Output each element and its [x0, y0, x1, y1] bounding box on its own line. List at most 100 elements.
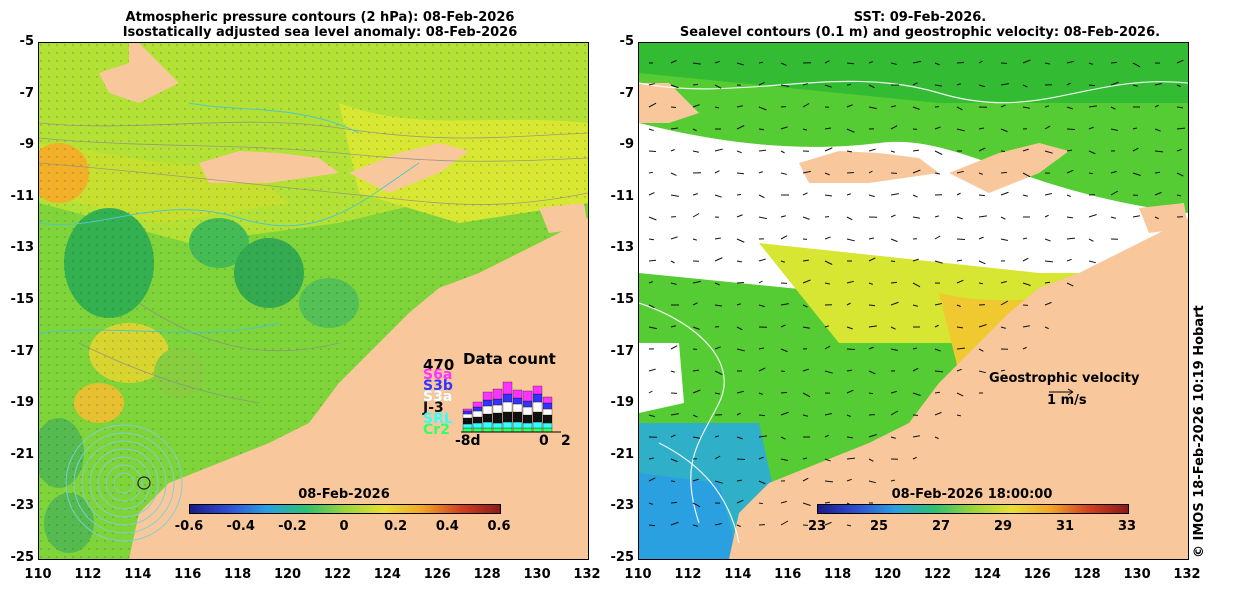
satellite-label: SRL [423, 411, 453, 427]
velocity-arrow [802, 103, 810, 108]
lon-label: 120 [873, 567, 902, 582]
velocity-arrow [1154, 216, 1159, 220]
velocity-arrow [890, 105, 896, 108]
velocity-arrow [692, 83, 699, 86]
colorbar-tick-label: 0.4 [435, 519, 459, 534]
velocity-arrow [890, 326, 896, 330]
lon-label: 118 [224, 567, 252, 582]
velocity-arrow [912, 258, 919, 262]
velocity-arrow [868, 170, 873, 174]
velocity-arrow [890, 193, 899, 196]
data-count-bar-segment [522, 414, 533, 424]
velocity-arrow [780, 303, 789, 306]
velocity-arrow [1154, 191, 1162, 196]
velocity-arrow-icon [1049, 388, 1074, 396]
lon-label: 114 [124, 567, 152, 582]
lat-label: -5 [19, 34, 34, 49]
velocity-arrow [1088, 62, 1093, 65]
velocity-arrow [1088, 260, 1096, 264]
velocity-arrow [956, 326, 964, 329]
velocity-arrow [714, 194, 722, 198]
sst-land-island-west [799, 151, 939, 183]
data-count-bar-segment [532, 393, 543, 403]
velocity-arrow [648, 414, 655, 418]
lon-label: 132 [573, 567, 601, 582]
velocity-arrow [736, 436, 743, 440]
velocity-arrow [890, 238, 898, 243]
velocity-arrow [934, 235, 941, 240]
velocity-arrow [780, 436, 786, 440]
velocity-arrow [1066, 169, 1074, 174]
lat-label: -23 [10, 498, 35, 514]
velocity-arrow [736, 499, 744, 504]
velocity-arrow [692, 502, 701, 508]
velocity-arrow [648, 216, 657, 221]
velocity-arrow [1088, 172, 1094, 175]
lat-label: -25 [610, 550, 635, 565]
velocity-arrow [1132, 172, 1141, 176]
velocity-arrow [956, 392, 964, 397]
data-count-bar-segment [472, 401, 483, 408]
velocity-arrow [1110, 106, 1116, 110]
data-count-bar-segment [512, 397, 523, 405]
velocity-arrow [1044, 193, 1052, 196]
velocity-arrow [1132, 62, 1141, 68]
velocity-arrow [1044, 62, 1050, 65]
velocity-arrow [780, 391, 788, 394]
velocity-arrow [714, 435, 719, 438]
lat-label: -11 [610, 188, 635, 204]
colorbar-tick-label: -0.4 [226, 519, 255, 534]
data-count-bar-segment [462, 408, 473, 412]
velocity-arrow [824, 501, 831, 504]
velocity-arrow [802, 279, 811, 284]
velocity-arrow [846, 457, 856, 460]
velocity-arrow [648, 281, 653, 284]
velocity-arrow [934, 172, 940, 175]
velocity-arrow [868, 106, 877, 110]
lat-label: -17 [610, 343, 635, 359]
velocity-arrow [692, 436, 700, 439]
colorbar-tick-label: -0.6 [174, 519, 204, 534]
right-map[interactable]: Geostrophic velocity 1 m/s 08-Feb-2026 1… [638, 42, 1189, 560]
left-map[interactable]: 470 Data count S6a S3b S3a J-3 SRL Cr2 -8d 0 … [38, 42, 589, 560]
right-map-canvas [639, 43, 1188, 559]
velocity-arrow [978, 172, 983, 175]
velocity-arrow [1176, 59, 1184, 64]
velocity-arrow [714, 106, 720, 109]
velocity-arrow [802, 170, 811, 174]
velocity-arrow [890, 281, 898, 284]
velocity-arrow [670, 260, 675, 264]
velocity-arrow [692, 150, 699, 153]
velocity-arrow [978, 194, 986, 197]
velocity-arrow [736, 214, 743, 218]
velocity-arrow [934, 126, 941, 130]
velocity-arrow [736, 150, 742, 154]
velocity-arrow [978, 127, 984, 130]
lon-label: 116 [774, 567, 802, 582]
velocity-arrow [758, 367, 766, 372]
velocity-arrow [890, 436, 896, 439]
velocity-arrow [890, 410, 899, 416]
lon-label: 112 [674, 567, 702, 582]
velocity-arrow [824, 194, 833, 197]
velocity-arrow [1154, 150, 1164, 153]
velocity-arrow [956, 170, 964, 174]
velocity-arrow [648, 171, 654, 174]
data-count-bar-segment [512, 403, 523, 413]
data-count-x-start: -8d [455, 433, 481, 449]
velocity-arrow [714, 282, 720, 286]
velocity-arrow [1110, 190, 1119, 196]
velocity-arrow [978, 260, 986, 265]
velocity-arrow [912, 60, 921, 64]
velocity-arrow [802, 457, 808, 460]
velocity-arrow [890, 150, 895, 153]
data-count-bars [461, 381, 561, 433]
lon-label: 128 [1073, 567, 1101, 582]
velocity-arrow [648, 238, 655, 241]
data-count-bar-segment [492, 404, 503, 414]
velocity-arrow [758, 216, 767, 220]
velocity-arrow [1044, 281, 1051, 284]
lat-label: -5 [619, 34, 634, 49]
velocity-arrow [714, 304, 723, 307]
velocity-arrow [934, 303, 942, 306]
